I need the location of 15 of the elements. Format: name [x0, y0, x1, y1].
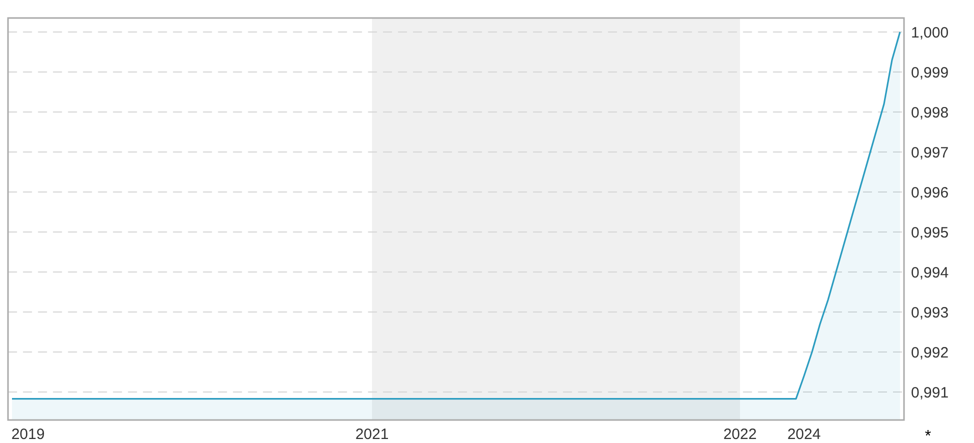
x-tick-label: 2022	[723, 426, 757, 443]
y-tick-label: 0,996	[911, 184, 949, 202]
y-tick-label: 0,992	[911, 344, 949, 362]
x-tick-label: 2019	[11, 426, 45, 443]
y-tick-label: 0,994	[911, 264, 949, 282]
x-tick-label: 2021	[355, 426, 389, 443]
y-tick-label: 0,995	[911, 224, 949, 242]
y-tick-label: 0,993	[911, 304, 949, 322]
y-tick-label: 1,000	[911, 24, 949, 42]
text: *	[924, 428, 932, 443]
y-tick-label: 0,997	[911, 144, 949, 162]
x-tick-label: 2024	[787, 426, 821, 443]
y-tick-label: 0,991	[911, 384, 949, 402]
y-tick-label: 0,999	[911, 64, 949, 82]
y-tick-label: 0,998	[911, 104, 949, 122]
